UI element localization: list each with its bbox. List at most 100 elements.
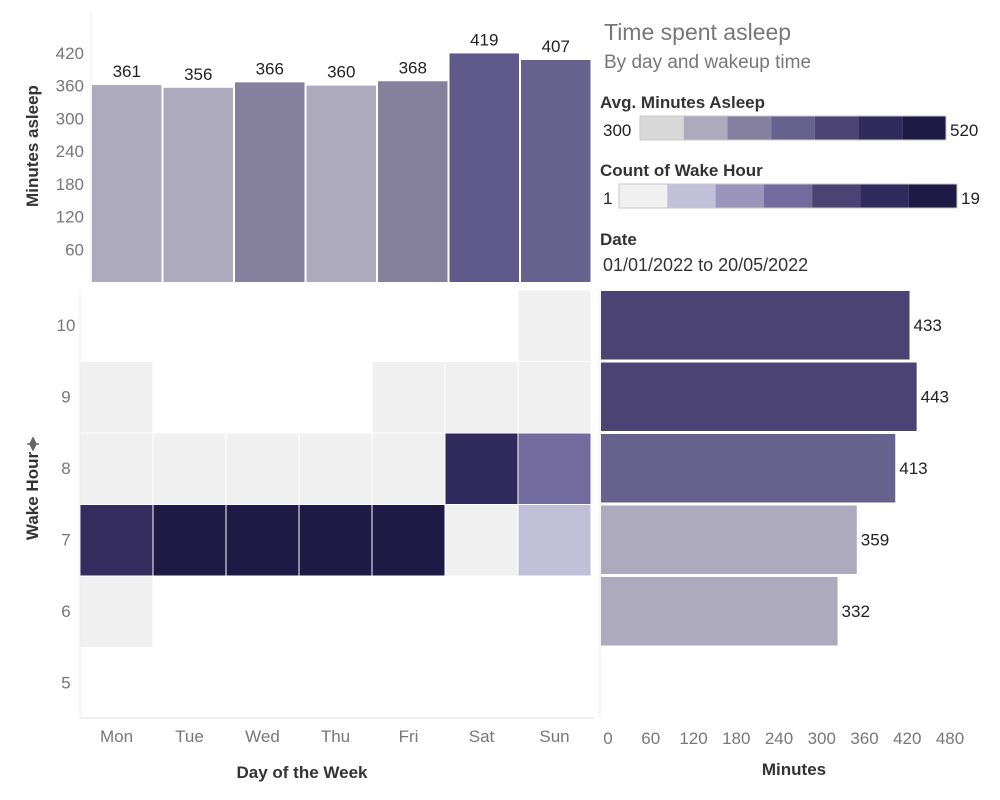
legend-count-max: 19 [961, 189, 980, 208]
minutes-tick-240: 240 [765, 729, 793, 748]
y-tick-420: 420 [56, 44, 84, 63]
minutes-tick-60: 60 [641, 729, 660, 748]
heat-cell-sat-9[interactable] [445, 362, 518, 433]
bar-fri[interactable] [378, 81, 448, 282]
hbar-hour-6[interactable] [601, 577, 838, 646]
heat-cell-sun-10[interactable] [518, 290, 591, 362]
day-tick-tue: Tue [175, 727, 204, 746]
bar-label-sat: 419 [470, 30, 498, 49]
bar-label-thu: 360 [327, 63, 355, 82]
bar-sun[interactable] [521, 59, 591, 282]
wake-hour-tick-9: 9 [61, 388, 70, 407]
legend-avg-max: 520 [950, 121, 978, 140]
bar-wed[interactable] [235, 82, 305, 282]
wake-hour-minutes-bars: 433 443 413 359 332 [601, 291, 949, 646]
heat-cell-mon-9[interactable] [80, 362, 153, 433]
legend-avg-swatch-4 [771, 116, 815, 140]
day-tick-wed: Wed [245, 727, 280, 746]
heat-cell-sun-9[interactable] [518, 362, 591, 433]
heat-cell-thu-7[interactable] [299, 505, 372, 576]
heat-cell-tue-8[interactable] [153, 433, 226, 505]
heat-cell-sun-8[interactable] [518, 433, 591, 505]
heat-cell-mon-8[interactable] [80, 433, 153, 505]
heat-cell-mon-7[interactable] [80, 505, 153, 576]
heatmap-axes: 10 9 8 7 6 5 Mon Tue Wed Thu Fri Sat Sun [57, 316, 570, 746]
legend-avg-swatch-7 [902, 116, 946, 140]
legend-avg-swatch-6 [858, 116, 903, 140]
legend-avg-swatch-2 [683, 116, 728, 140]
day-tick-thu: Thu [321, 727, 350, 746]
wake-hour-tick-8: 8 [61, 459, 70, 478]
x-axis-title-day: Day of the Week [236, 763, 368, 782]
wake-hour-tick-6: 6 [61, 602, 70, 621]
hbar-label-hour-9: 443 [921, 388, 949, 407]
heat-cell-tue-7[interactable] [153, 505, 226, 576]
heat-cell-mon-6[interactable] [80, 576, 153, 648]
heat-cell-fri-9[interactable] [372, 362, 445, 433]
wake-hour-heatmap [80, 290, 591, 648]
y-tick-180: 180 [56, 175, 84, 194]
bar-label-fri: 368 [399, 58, 427, 77]
y-tick-360: 360 [56, 77, 84, 96]
y-tick-120: 120 [56, 208, 84, 227]
legend-avg-swatch-5 [814, 116, 859, 140]
day-tick-sat: Sat [469, 727, 495, 746]
hbar-hour-9[interactable] [601, 362, 917, 432]
legend-avg-frame [639, 115, 947, 141]
minutes-asleep-axis: 60 120 180 240 300 360 420 [56, 44, 84, 259]
wake-hour-tick-5: 5 [61, 674, 70, 693]
minutes-tick-120: 120 [679, 729, 707, 748]
hbar-label-hour-10: 433 [914, 316, 942, 335]
minutes-tick-180: 180 [722, 729, 750, 748]
bar-label-wed: 366 [256, 59, 284, 78]
day-tick-fri: Fri [399, 727, 419, 746]
heat-cell-wed-7[interactable] [226, 505, 299, 576]
minutes-tick-360: 360 [850, 729, 878, 748]
heat-cell-sat-7[interactable] [445, 505, 518, 576]
y-axis-title-wake-hour: Wake Hour [23, 452, 42, 541]
heat-cell-thu-8[interactable] [299, 433, 372, 505]
bar-thu[interactable] [306, 85, 377, 283]
date-filter-value[interactable]: 01/01/2022 to 20/05/2022 [603, 255, 808, 275]
bar-sat[interactable] [449, 53, 520, 282]
heat-cell-sun-7[interactable] [518, 505, 591, 576]
minutes-asleep-bars: 361 356 366 360 368 419 407 [92, 30, 591, 283]
legend-avg-title: Avg. Minutes Asleep [600, 93, 765, 112]
legend-count-swatch-2 [667, 184, 716, 208]
legend-count-title: Count of Wake Hour [600, 161, 763, 180]
x-axis-title-minutes: Minutes [762, 760, 826, 779]
bar-mon[interactable] [92, 85, 162, 283]
y-tick-300: 300 [56, 109, 84, 128]
y-axis-title-minutes-asleep: Minutes asleep [23, 85, 42, 207]
legend-count-frame [618, 183, 958, 209]
heat-cell-sat-8[interactable] [445, 433, 518, 505]
bar-label-tue: 356 [184, 65, 212, 84]
legend-avg-swatch-1 [640, 116, 684, 140]
dashboard-subtitle: By day and wakeup time [604, 52, 811, 73]
hbar-hour-10[interactable] [601, 291, 910, 360]
wake-hour-tick-7: 7 [61, 531, 70, 550]
minutes-tick-420: 420 [893, 729, 921, 748]
hbar-hour-7[interactable] [601, 505, 857, 575]
hbar-label-hour-8: 413 [899, 459, 927, 478]
hbar-label-hour-6: 332 [842, 602, 870, 621]
date-filter-title: Date [600, 230, 637, 249]
hbar-hour-8[interactable] [601, 434, 896, 503]
pin-icon [27, 436, 39, 452]
legend-avg-swatch-3 [727, 116, 772, 140]
day-tick-sun: Sun [539, 727, 569, 746]
minutes-tick-300: 300 [808, 729, 836, 748]
legend-count-swatch-1 [619, 184, 668, 208]
legend-count-swatch-4 [763, 184, 813, 208]
legend-avg-min: 300 [603, 121, 631, 140]
day-tick-mon: Mon [100, 727, 133, 746]
heat-cell-fri-8[interactable] [372, 433, 445, 505]
hbar-label-hour-7: 359 [861, 531, 889, 550]
y-tick-240: 240 [56, 142, 84, 161]
wake-hour-tick-10: 10 [57, 316, 76, 335]
bar-tue[interactable] [163, 87, 234, 282]
legend-count-ramp [618, 183, 958, 209]
heat-cell-fri-7[interactable] [372, 505, 445, 576]
heat-cell-wed-8[interactable] [226, 433, 299, 505]
